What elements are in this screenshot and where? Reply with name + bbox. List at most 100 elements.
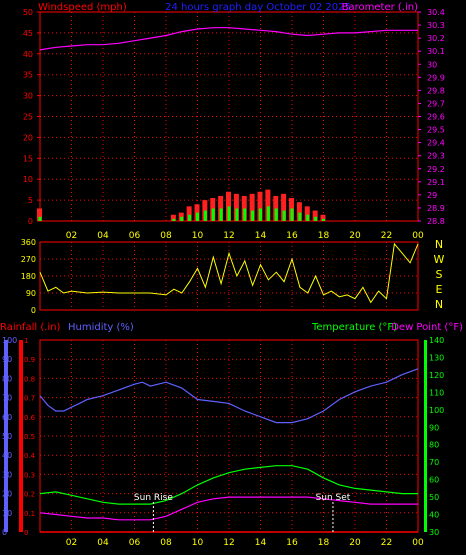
wind-gust-bar (241, 195, 247, 221)
windspeed-tick-label: 30 (23, 92, 33, 101)
top-hour-label: 14 (255, 231, 267, 241)
top-hour-label: 16 (286, 231, 298, 241)
humidity-axis-bar (4, 340, 8, 532)
direction-tick-label: 180 (21, 272, 36, 281)
bottom-hour-label: 06 (129, 538, 141, 548)
rainfall-tick-label: 0.4 (24, 452, 36, 460)
wind-average-bar (306, 214, 310, 221)
rainfall-tick-label: 0.9 (24, 356, 35, 364)
top-hour-label: 18 (318, 231, 330, 241)
bottom-hour-label: 04 (97, 538, 109, 548)
temperature-tick-label: 110 (429, 388, 444, 397)
temperature-axis-bar (424, 340, 427, 532)
bottom-hour-label: 02 (66, 538, 77, 548)
barometer-tick-label: 30.3 (427, 21, 445, 30)
top-grid (40, 11, 418, 222)
wind-average-bar (298, 212, 302, 221)
temperature-tick-label: 30 (429, 528, 439, 537)
barometer-tick-label: 29.3 (427, 152, 445, 161)
wind-average-bar (290, 208, 294, 221)
bottom-hour-label: 18 (318, 538, 330, 548)
rainfall-title: Rainfall (.in) (0, 322, 61, 333)
rainfall-axis: 0 0.1 0.2 0.3 0.4 0.5 0.6 0.7 0.8 0.9 1 (24, 337, 36, 537)
barometer-tick-label: 29 (427, 191, 437, 200)
wind-gust-bar (257, 191, 263, 221)
temperature-axis: 30 40 50 60 70 80 90 100 110 120 130 140 (429, 336, 444, 537)
wind-gust-bar (233, 193, 239, 221)
temperature-tick-label: 130 (429, 353, 444, 362)
wind-gust-bar (320, 214, 326, 221)
windspeed-tick-label: 0 (28, 217, 33, 226)
direction-tick-label: 90 (26, 289, 36, 298)
barometer-tick-label: 29.1 (427, 178, 445, 187)
bottom-hour-label: 20 (349, 538, 361, 548)
barometer-tick-label: 28.9 (427, 204, 445, 213)
windspeed-tick-label: 15 (23, 154, 33, 163)
top-hour-label: 02 (66, 231, 77, 241)
barometer-tick-label: 30 (427, 60, 437, 69)
rainfall-tick-label: 0.1 (24, 510, 35, 518)
top-hour-label: 00 (412, 231, 424, 241)
temperature-tick-label: 140 (429, 336, 444, 345)
bottom-hour-label: 08 (160, 538, 172, 548)
wind-gust-bar (265, 189, 271, 221)
windspeed-title: Windspeed (mph) (38, 2, 127, 13)
wind-average-bar (282, 210, 286, 221)
wind-gust-bar (304, 206, 310, 221)
rainfall-tick-label: 0.3 (24, 471, 35, 479)
compass-label: N (435, 298, 443, 311)
wind-average-bar (203, 210, 207, 221)
temperature-tick-label: 60 (429, 476, 439, 485)
bottom-hour-label: 16 (286, 538, 298, 548)
windspeed-tick-label: 45 (23, 29, 33, 38)
temperature-title: Temperature (°F) (311, 322, 397, 333)
bottom-hour-label: 10 (192, 538, 204, 548)
bottom-hour-label: 00 (412, 538, 424, 548)
temperature-line (39, 465, 418, 505)
wind-average-bar (266, 206, 270, 221)
barometer-tick-label: 30.2 (427, 34, 445, 43)
temperature-tick-label: 90 (429, 423, 439, 432)
wind-gust-bar (281, 193, 287, 221)
barometer-title: Barometer (.in) (342, 2, 418, 13)
compass-label: W (434, 253, 445, 266)
barometer-axis: 28.8 28.9 29 29.1 29.2 29.3 29.4 29.5 29.6 29.7 29… (418, 8, 445, 226)
barometer-tick-label: 29.4 (427, 139, 445, 148)
wind-average-bar (235, 208, 239, 221)
top-hour-label: 10 (192, 231, 204, 241)
barometer-line (39, 27, 418, 51)
compass-label: E (436, 283, 443, 296)
wind-average-bar (227, 206, 231, 221)
compass-label: S (436, 268, 443, 281)
humidity-tick-label: 0 (2, 528, 7, 537)
windspeed-tick-label: 20 (23, 133, 33, 142)
top-hour-label: 08 (160, 231, 172, 241)
rainfall-tick-label: 1 (24, 337, 28, 345)
wind-average-bar (243, 208, 247, 221)
humidity-title: Humidity (%) (68, 322, 134, 333)
barometer-tick-label: 29.8 (427, 86, 445, 95)
barometer-tick-label: 30.4 (427, 8, 445, 17)
barometer-tick-label: 29.2 (427, 165, 445, 174)
bottom-grid (40, 339, 418, 533)
direction-axis: 0 90 180 270 360 (21, 238, 36, 315)
barometer-tick-label: 28.8 (427, 217, 445, 226)
direction-tick-label: 270 (21, 255, 36, 264)
top-hour-label: 04 (97, 231, 109, 241)
wind-gust-bar (186, 206, 192, 221)
temperature-tick-label: 120 (429, 371, 444, 380)
bottom-hour-label: 14 (255, 538, 267, 548)
temperature-tick-label: 40 (429, 511, 439, 520)
dewpoint-title: Dew Point (°F) (391, 322, 463, 333)
wind-gust-bar (218, 195, 224, 221)
wind-average-bar (259, 208, 262, 221)
temperature-tick-label: 70 (429, 458, 439, 467)
top-hour-label: 12 (223, 231, 234, 241)
temperature-tick-label: 100 (429, 406, 444, 415)
rainfall-tick-label: 0 (24, 529, 28, 537)
wind-average-bar (172, 218, 176, 221)
wind-average-bar (274, 208, 278, 221)
barometer-tick-label: 29.9 (427, 73, 445, 82)
direction-tick-label: 0 (31, 306, 36, 315)
